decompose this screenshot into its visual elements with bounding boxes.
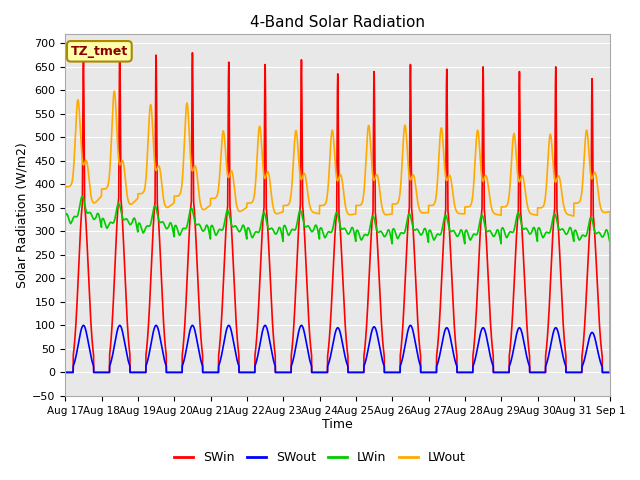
Line: LWin: LWin	[65, 196, 611, 372]
Text: TZ_tmet: TZ_tmet	[70, 45, 128, 58]
SWout	[79, 323, 87, 328]
LWin	[607, 370, 614, 375]
Line: SWin: SWin	[65, 48, 611, 372]
LWin	[61, 213, 69, 219]
LWin	[438, 228, 445, 233]
SWout	[127, 370, 135, 375]
LWout	[438, 127, 445, 133]
SWin	[438, 271, 445, 277]
LWin	[127, 221, 135, 227]
Y-axis label: Solar Radiation (W/m2): Solar Radiation (W/m2)	[15, 142, 28, 288]
SWout	[96, 370, 104, 375]
LWin	[483, 228, 490, 233]
SWin	[127, 370, 135, 375]
LWin	[231, 223, 239, 229]
LWout	[111, 88, 118, 94]
Title: 4-Band Solar Radiation: 4-Band Solar Radiation	[250, 15, 425, 30]
LWout	[126, 201, 134, 207]
LWin	[78, 193, 86, 199]
Line: LWout: LWout	[65, 91, 611, 372]
SWout	[607, 370, 614, 375]
LWout	[231, 189, 239, 194]
SWin	[607, 370, 614, 375]
SWout	[126, 370, 134, 375]
SWout	[438, 341, 445, 347]
Legend: SWin, SWout, LWin, LWout: SWin, SWout, LWin, LWout	[170, 446, 470, 469]
SWout	[61, 370, 69, 375]
SWin	[483, 236, 490, 241]
LWin	[126, 222, 134, 228]
LWout	[127, 202, 135, 207]
LWin	[96, 216, 104, 222]
SWin	[126, 370, 134, 375]
X-axis label: Time: Time	[323, 419, 353, 432]
LWout	[61, 184, 69, 190]
SWout	[483, 333, 490, 338]
LWout	[607, 370, 614, 375]
Line: SWout: SWout	[65, 325, 611, 372]
LWout	[483, 173, 490, 179]
SWout	[231, 347, 239, 352]
SWin	[96, 370, 104, 375]
SWin	[116, 45, 124, 51]
SWin	[231, 295, 239, 300]
SWin	[61, 370, 69, 375]
LWout	[96, 195, 104, 201]
